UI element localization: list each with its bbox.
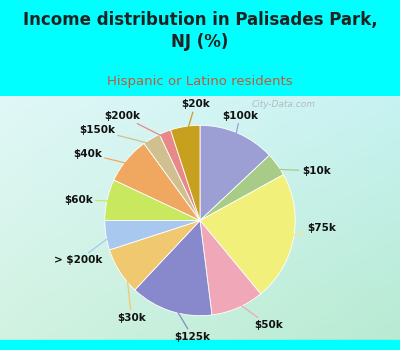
Text: $40k: $40k [73, 149, 130, 164]
Text: $50k: $50k [237, 302, 283, 330]
Wedge shape [200, 125, 269, 220]
Wedge shape [200, 155, 284, 220]
Text: > $200k: > $200k [54, 236, 111, 266]
Wedge shape [105, 180, 200, 220]
Wedge shape [114, 144, 200, 220]
Text: $100k: $100k [222, 111, 258, 138]
Wedge shape [135, 220, 212, 316]
Text: $10k: $10k [274, 166, 330, 176]
Text: $200k: $200k [104, 111, 165, 138]
Wedge shape [160, 130, 200, 220]
Text: City-Data.com: City-Data.com [252, 100, 316, 109]
Wedge shape [110, 220, 200, 290]
Text: Income distribution in Palisades Park,
NJ (%): Income distribution in Palisades Park, N… [23, 11, 377, 50]
Wedge shape [170, 125, 200, 220]
Wedge shape [200, 220, 261, 315]
Text: $150k: $150k [79, 125, 153, 145]
Wedge shape [105, 220, 200, 250]
Wedge shape [200, 175, 295, 294]
Bar [0, 340, 400, 350]
Text: $20k: $20k [181, 99, 210, 131]
Wedge shape [144, 134, 200, 220]
Text: $60k: $60k [64, 195, 112, 204]
Text: $125k: $125k [174, 306, 210, 342]
Text: Hispanic or Latino residents: Hispanic or Latino residents [107, 75, 293, 88]
Text: $75k: $75k [289, 223, 336, 236]
Text: $30k: $30k [117, 270, 146, 323]
